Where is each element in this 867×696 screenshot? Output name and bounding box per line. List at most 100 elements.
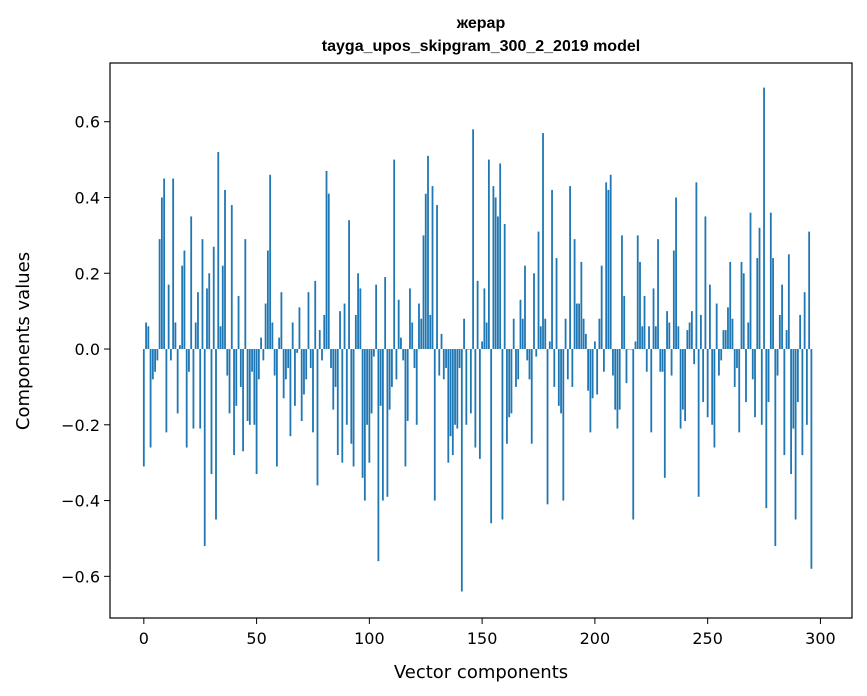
bar [539, 326, 542, 350]
bar [542, 133, 544, 350]
bar [792, 349, 795, 429]
bar [294, 349, 296, 406]
bar [203, 349, 206, 547]
bar [154, 349, 156, 372]
bar [266, 250, 269, 350]
bar [672, 250, 675, 350]
bar [368, 349, 371, 463]
bar [756, 258, 759, 350]
bar [783, 349, 786, 456]
bar [781, 284, 783, 350]
bar [553, 349, 556, 387]
bar [630, 349, 632, 350]
bar [169, 349, 172, 361]
bar [208, 273, 211, 350]
bar [305, 349, 308, 380]
bar [684, 349, 686, 421]
bar [564, 318, 567, 350]
bar [429, 314, 432, 350]
bar [226, 349, 229, 376]
bar [377, 349, 380, 562]
bar [393, 159, 396, 350]
bar [524, 265, 526, 350]
bar [810, 349, 813, 569]
bar [508, 349, 511, 418]
bar [530, 349, 533, 444]
bar [598, 318, 601, 350]
bar [402, 349, 405, 361]
bar [481, 341, 484, 350]
bar [339, 311, 341, 350]
bar [255, 349, 258, 475]
bar [160, 197, 163, 350]
bar [357, 273, 359, 350]
bar [557, 349, 560, 406]
y-axis: −0.6 −0.4 −0.2 0.0 0.2 0.4 0.6 [61, 113, 110, 586]
bar [736, 349, 738, 368]
bar [467, 349, 470, 350]
bar [303, 349, 305, 395]
x-axis-label: Vector components [394, 662, 568, 683]
bar [497, 216, 499, 350]
bar [641, 326, 644, 350]
bar [465, 349, 468, 425]
bar [681, 349, 684, 410]
bar [454, 349, 456, 425]
bar [172, 178, 175, 350]
bar [163, 178, 166, 350]
x-tick-label: 250 [692, 629, 723, 648]
bar [774, 349, 777, 547]
bar [699, 314, 702, 350]
x-tick-label: 100 [354, 629, 385, 648]
bar [544, 318, 547, 350]
bar [325, 170, 328, 350]
bar [731, 318, 734, 350]
bar [287, 349, 290, 368]
bar [607, 189, 610, 350]
bar [474, 349, 477, 448]
bar [636, 235, 639, 350]
bar [381, 349, 384, 501]
bar [472, 129, 474, 350]
bar [424, 193, 427, 350]
bar [738, 349, 741, 433]
bar [314, 280, 317, 350]
bar [562, 349, 565, 501]
bar [418, 303, 420, 350]
y-tick-label: −0.6 [61, 567, 100, 586]
bar [237, 295, 240, 350]
bar [614, 349, 617, 410]
bar [639, 261, 641, 350]
y-tick-label: 0.6 [75, 113, 100, 132]
x-axis: 0 50 100 150 200 250 300 [139, 618, 836, 648]
bar [307, 292, 310, 350]
bar [772, 258, 774, 350]
bar [438, 349, 441, 376]
bar [688, 322, 691, 350]
bar [151, 349, 154, 380]
bar [612, 349, 614, 376]
y-tick-label: −0.4 [61, 492, 100, 511]
bar [174, 322, 177, 350]
bar [776, 349, 779, 376]
bar [596, 349, 599, 395]
bar [760, 349, 763, 425]
bar [706, 349, 709, 418]
bar [233, 349, 235, 456]
bar [749, 212, 752, 350]
y-tick-label: 0.2 [75, 264, 100, 283]
bar [190, 216, 193, 350]
bar [492, 186, 495, 350]
bar [285, 349, 287, 380]
bar [643, 295, 646, 350]
bar [652, 288, 655, 350]
bar [167, 284, 170, 350]
bar [212, 246, 215, 350]
bar [790, 349, 792, 475]
bar [228, 349, 231, 414]
x-tick-label: 200 [580, 629, 611, 648]
bar [366, 349, 368, 425]
bar [686, 330, 689, 350]
bar [778, 314, 781, 350]
bar [582, 318, 585, 350]
